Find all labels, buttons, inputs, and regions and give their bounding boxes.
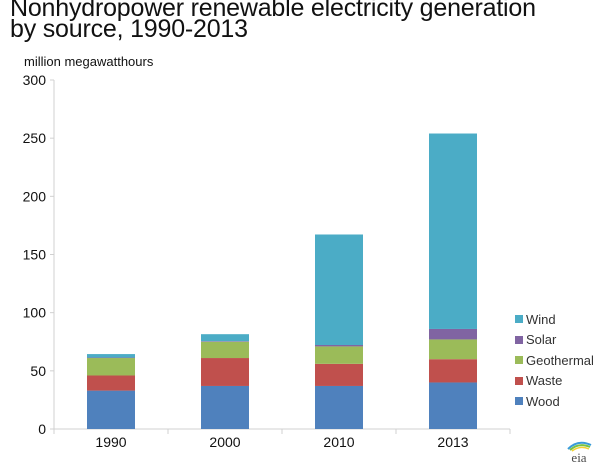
bar-segment-waste-2000 (201, 358, 249, 386)
y-tick-label: 0 (38, 421, 46, 437)
y-tick-label: 150 (23, 247, 47, 263)
bar-segment-waste-2013 (429, 359, 477, 383)
y-tick-label: 250 (23, 130, 47, 146)
chart-title: Nonhydropower renewable electricity gene… (10, 0, 536, 43)
x-tick-label: 2010 (323, 434, 354, 450)
bar-stack-2010 (315, 234, 363, 429)
bar-segment-geothermal-2013 (429, 339, 477, 360)
y-tick-label: 50 (30, 363, 46, 379)
bar-segment-geothermal-1990 (87, 358, 135, 376)
bar-stack-2000 (201, 334, 249, 429)
bar-segment-solar-2000 (201, 341, 249, 342)
eia-logo-icon: eia (567, 441, 592, 465)
chart-title-line-1: Nonhydropower renewable electricity gene… (10, 0, 536, 22)
bar-stack-1990 (87, 354, 135, 429)
bar-segment-solar-2010 (315, 345, 363, 347)
legend-label: Geothermal (526, 352, 594, 368)
bar-segment-geothermal-2000 (201, 341, 249, 359)
bar-segment-solar-2013 (429, 328, 477, 340)
bar-segment-waste-1990 (87, 375, 135, 391)
bar-stack-2013 (429, 133, 477, 429)
bar-segment-wood-2010 (315, 385, 363, 429)
chart-title-line-2: by source, 1990-2013 (10, 15, 248, 43)
bar-segment-wood-2000 (201, 385, 249, 429)
bar-segment-wind-1990 (87, 354, 135, 358)
bar-segment-wind-2013 (429, 133, 477, 329)
bar-segment-geothermal-2010 (315, 346, 363, 364)
bar-segment-waste-2010 (315, 363, 363, 386)
legend-swatch (515, 315, 523, 324)
legend-item-wind: Wind (515, 309, 594, 330)
legend-swatch (515, 376, 523, 385)
legend-item-solar: Solar (515, 330, 594, 351)
legend-item-waste: Waste (515, 371, 594, 392)
y-axis: 0 50 100 150 200 250 300 (23, 72, 55, 437)
legend-swatch (515, 356, 523, 365)
x-axis: 1990 2000 2010 2013 (53, 428, 511, 450)
legend-label: Waste (526, 373, 563, 389)
x-tick-label: 1990 (95, 434, 126, 450)
x-tick-label: 2013 (437, 434, 468, 450)
legend-item-wood: Wood (515, 391, 594, 412)
bar-segment-wood-1990 (87, 390, 135, 429)
bar-segment-wood-2013 (429, 382, 477, 429)
legend: Wind Solar Geothermal Waste Wood (515, 309, 594, 412)
legend-label: Wind (526, 311, 556, 327)
y-axis-label: million megawatthours (24, 54, 154, 69)
y-tick-label: 200 (23, 188, 47, 204)
bar-segment-wind-2010 (315, 234, 363, 346)
y-tick-label: 300 (23, 72, 47, 88)
legend-swatch (515, 335, 523, 344)
legend-item-geothermal: Geothermal (515, 350, 594, 371)
bars (87, 133, 477, 429)
legend-swatch (515, 397, 523, 406)
bar-segment-wind-2000 (201, 334, 249, 342)
legend-label: Wood (526, 393, 560, 409)
y-tick-label: 100 (23, 305, 47, 321)
eia-logo-text: eia (571, 450, 586, 465)
legend-label: Solar (526, 332, 557, 348)
x-tick-label: 2000 (209, 434, 240, 450)
